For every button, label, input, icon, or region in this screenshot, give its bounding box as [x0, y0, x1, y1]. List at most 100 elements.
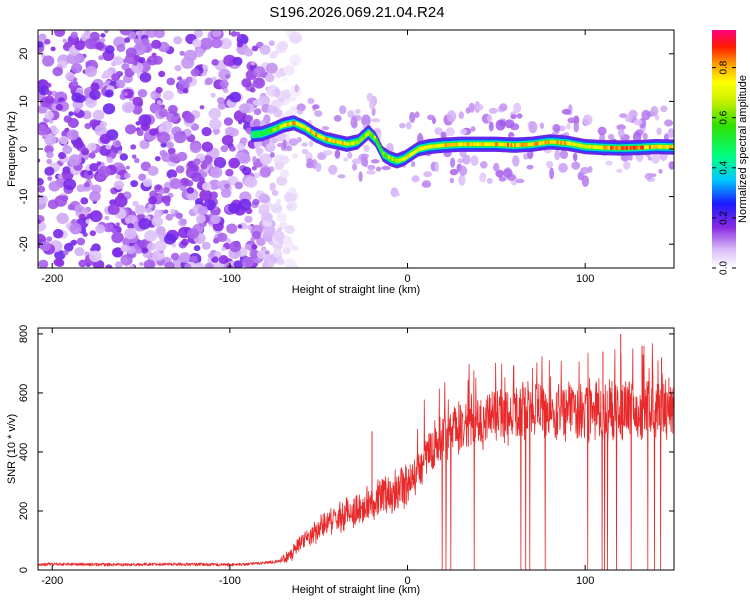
snr-frame	[37, 327, 675, 571]
ridge-halo	[546, 160, 554, 169]
ridge-core	[421, 146, 424, 150]
noise-blob	[130, 210, 136, 216]
noise-blob	[262, 220, 270, 227]
ridge-halo	[434, 127, 443, 135]
ridge-core	[258, 132, 261, 136]
ridge-core	[260, 132, 263, 136]
noise-blob	[244, 215, 253, 223]
ridge-core	[341, 141, 344, 145]
noise-blob	[210, 214, 221, 225]
noise-blob	[38, 219, 42, 224]
ridge-core	[512, 143, 515, 147]
noise-blob	[238, 198, 252, 211]
ridge-halo	[333, 115, 342, 122]
ridge-halo	[528, 121, 538, 134]
noise-blob	[74, 107, 81, 114]
noise-blob	[177, 76, 183, 81]
noise-blob	[39, 241, 52, 252]
ridge-core	[650, 145, 654, 149]
ridge-core	[428, 144, 431, 149]
ridge-halo	[282, 139, 287, 150]
ridge-halo	[493, 162, 500, 172]
noise-blob	[44, 38, 51, 45]
colorbar-gradient	[712, 30, 736, 268]
ridge-core	[380, 148, 384, 152]
ridge-halo	[664, 119, 674, 127]
noise-blob	[132, 61, 138, 66]
ridge-halo	[417, 132, 423, 143]
ridge-core	[503, 142, 506, 147]
ridge-core	[590, 145, 593, 149]
ridge-core	[439, 143, 442, 148]
noise-blob	[162, 90, 174, 101]
ridge-halo	[306, 158, 314, 166]
noise-blob	[160, 104, 165, 109]
ridge-halo	[515, 178, 525, 184]
noise-blob	[181, 238, 189, 246]
ridge-core	[393, 157, 396, 162]
ridge-halo	[371, 118, 381, 123]
noise-blob	[272, 230, 285, 242]
noise-blob	[168, 153, 180, 163]
ridge-core	[615, 146, 618, 150]
y-tick-label: 0	[18, 146, 30, 152]
ridge-halo	[271, 138, 278, 144]
ridge-halo	[322, 150, 333, 156]
ridge-core	[604, 145, 607, 150]
noise-blob	[284, 191, 297, 203]
noise-blob	[246, 225, 253, 230]
ridge-core	[441, 143, 444, 148]
ridge-core	[592, 145, 595, 149]
ridge-halo	[470, 126, 476, 132]
ridge-halo	[498, 176, 507, 182]
ridge-core	[261, 132, 264, 136]
noise-blob	[112, 247, 124, 258]
ridge-core	[594, 145, 597, 149]
noise-blob	[147, 165, 159, 176]
noise-blob	[138, 57, 146, 64]
noise-blob	[154, 156, 161, 162]
noise-blob	[90, 82, 100, 91]
noise-blob	[238, 120, 243, 125]
ridge-core	[659, 144, 662, 149]
ridge-core	[606, 145, 609, 150]
noise-blob	[290, 96, 296, 102]
noise-blob	[148, 203, 153, 209]
ridge-core	[608, 145, 611, 150]
ridge-core	[640, 145, 643, 150]
ridge-halo	[409, 111, 416, 123]
noise-blob	[155, 86, 163, 94]
ridge-core	[581, 144, 584, 148]
ridge-core	[455, 142, 458, 147]
noise-blob	[63, 242, 74, 252]
noise-blob	[59, 135, 69, 145]
noise-blob	[46, 90, 53, 96]
noise-blob	[84, 66, 97, 78]
ridge-halo	[487, 114, 493, 123]
ridge-halo	[475, 103, 484, 111]
noise-blob	[124, 37, 131, 43]
noise-blob	[47, 176, 53, 181]
ridge-halo	[399, 122, 406, 129]
ridge-halo	[269, 152, 275, 158]
ridge-halo	[312, 104, 320, 110]
ridge-halo	[554, 149, 561, 161]
noise-blob	[68, 111, 74, 117]
noise-blob	[201, 141, 213, 152]
ridge-halo	[339, 105, 347, 115]
ridge-halo	[480, 161, 488, 169]
ridge-halo	[361, 114, 371, 127]
ridge-halo	[301, 142, 308, 147]
noise-blob	[166, 141, 174, 149]
noise-blob	[209, 118, 222, 130]
ridge-halo	[616, 168, 623, 173]
ridge-halo	[255, 147, 264, 155]
ridge-halo	[308, 140, 314, 148]
noise-blob	[125, 165, 131, 170]
noise-blob	[115, 222, 121, 227]
noise-blob	[279, 169, 290, 178]
ridge-halo	[367, 164, 376, 171]
ridge-core	[539, 141, 542, 146]
snr-x-axis-label: Height of straight line (km)	[292, 584, 420, 596]
